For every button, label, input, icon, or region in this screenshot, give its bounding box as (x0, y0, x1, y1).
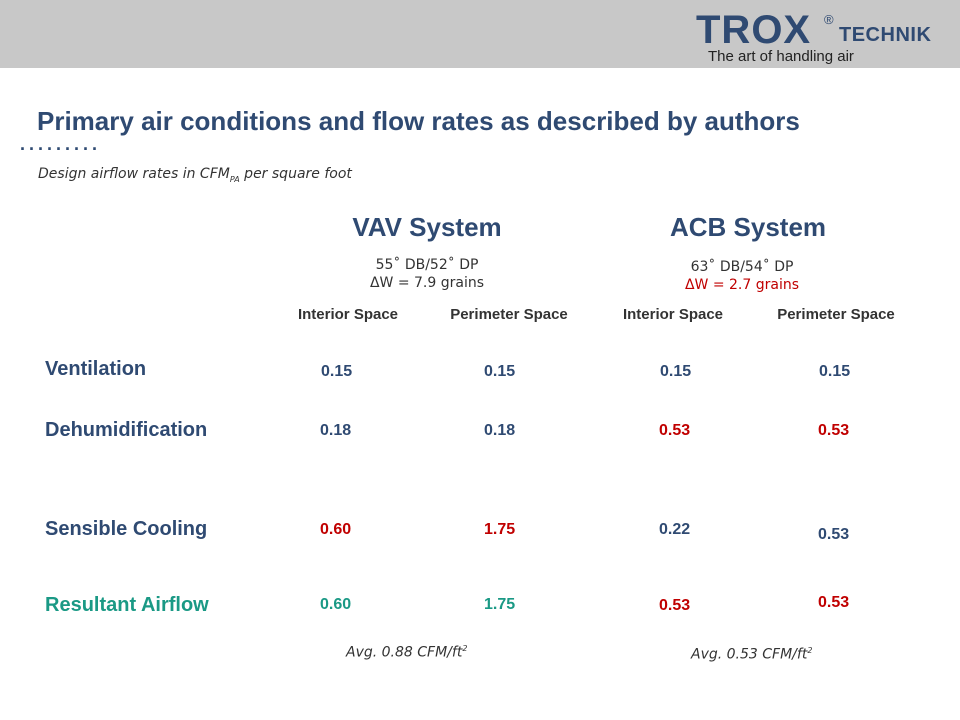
cell-sensible-cooling-vav-interior: 0.60 (320, 521, 352, 538)
cell-ventilation-vav-perimeter: 0.15 (484, 363, 516, 380)
header-bar: TROX ® TECHNIK The art of handling air (0, 0, 960, 68)
vav-delta-w: ΔW = 7.9 grains (369, 275, 485, 291)
cell-sensible-cooling-acb-perimeter: 0.53 (818, 526, 850, 543)
cell-resultant-airflow-vav-interior: 0.60 (320, 596, 352, 613)
cell-ventilation-vav-interior: 0.15 (321, 363, 353, 380)
row-label-ventilation: Ventilation (45, 358, 147, 380)
logo-technik: TECHNIK (839, 24, 932, 46)
title-dots-divider: ......... (20, 134, 102, 154)
vav-condition: 55˚ DB/52˚ DP (375, 257, 479, 273)
logo-tagline: The art of handling air (708, 48, 854, 65)
row-label-sensible-cooling: Sensible Cooling (45, 518, 208, 540)
row-label-dehumidification: Dehumidification (45, 419, 208, 441)
col-header-acb-perimeter: Perimeter Space (777, 306, 895, 323)
cell-ventilation-acb-interior: 0.15 (660, 363, 692, 380)
col-header-acb-interior: Interior Space (622, 306, 724, 323)
cell-sensible-cooling-acb-interior: 0.22 (659, 521, 691, 538)
col-header-vav-interior: Interior Space (297, 306, 399, 323)
acb-condition: 63˚ DB/54˚ DP (690, 259, 794, 275)
trox-logo: TROX ® TECHNIK The art of handling air (696, 8, 946, 65)
cell-dehumidification-acb-perimeter: 0.53 (818, 422, 850, 439)
col-header-vav-perimeter: Perimeter Space (450, 306, 568, 323)
slide-title: Primary air conditions and flow rates as… (37, 106, 800, 136)
cell-resultant-airflow-acb-perimeter: 0.53 (818, 594, 850, 611)
acb-system-title: ACB System (669, 212, 827, 242)
cell-resultant-airflow-vav-perimeter: 1.75 (484, 596, 516, 613)
cell-sensible-cooling-vav-perimeter: 1.75 (484, 521, 516, 538)
row-label-resultant-airflow: Resultant Airflow (45, 594, 209, 616)
vav-system-title: VAV System (352, 212, 502, 242)
acb-delta-w: ΔW = 2.7 grains (684, 277, 800, 293)
cell-resultant-airflow-acb-interior: 0.53 (659, 597, 691, 614)
cell-dehumidification-vav-perimeter: 0.18 (484, 422, 516, 439)
cell-ventilation-acb-perimeter: 0.15 (819, 363, 851, 380)
cell-dehumidification-vav-interior: 0.18 (320, 422, 352, 439)
acb-average: Avg. 0.53 CFM/ft2 (691, 646, 813, 663)
vav-average: Avg. 0.88 CFM/ft2 (346, 644, 468, 661)
logo-registered-mark: ® (824, 12, 834, 27)
subtitle: Design airflow rates in CFMPA per square… (38, 166, 352, 184)
cell-dehumidification-acb-interior: 0.53 (659, 422, 691, 439)
logo-brand: TROX (696, 8, 812, 52)
